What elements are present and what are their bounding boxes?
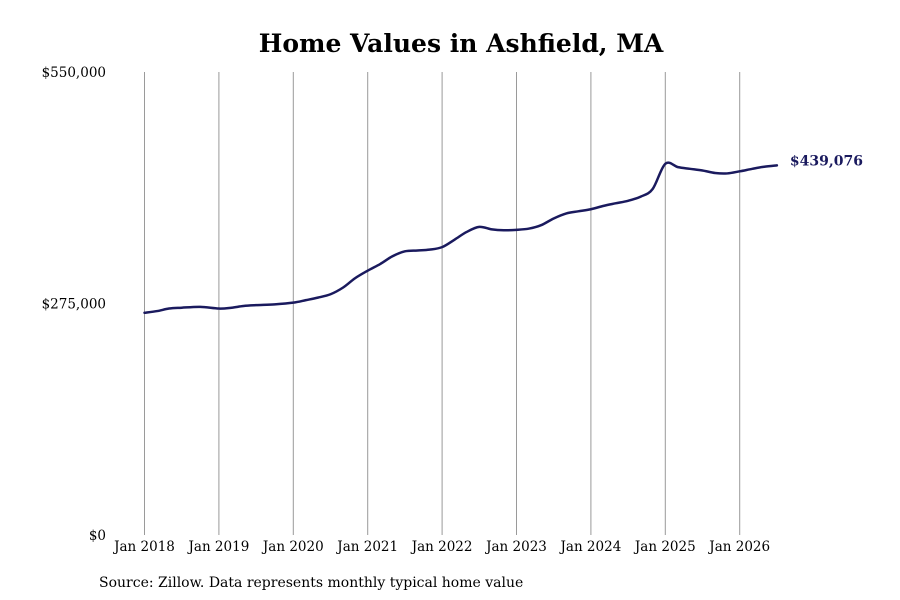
source-note: Source: Zillow. Data represents monthly … xyxy=(99,575,523,591)
y-tick-label: $275,000 xyxy=(42,297,106,313)
x-tick-label: Jan 2022 xyxy=(410,539,473,555)
x-tick-label: Jan 2020 xyxy=(261,539,324,555)
gridlines xyxy=(144,72,741,535)
x-tick-label: Jan 2024 xyxy=(558,539,621,555)
x-tick-label: Jan 2021 xyxy=(335,539,398,555)
x-tick-label: Jan 2019 xyxy=(186,539,249,555)
x-tick-label: Jan 2023 xyxy=(484,539,547,555)
y-axis-tick-labels: $0 $275,000 $550,000 xyxy=(42,65,106,544)
series-line xyxy=(143,161,779,315)
y-tick-label: $550,000 xyxy=(42,65,106,81)
x-axis-tick-labels: Jan 2018 Jan 2019 Jan 2020 Jan 2021 Jan 2022… xyxy=(112,539,770,555)
x-tick-label: Jan 2025 xyxy=(633,539,696,555)
end-value-label: $439,076 xyxy=(790,153,863,169)
x-tick-label: Jan 2026 xyxy=(707,539,770,555)
y-tick-label: $0 xyxy=(89,528,106,544)
x-tick-label: Jan 2018 xyxy=(112,539,175,555)
chart-title: Home Values in Ashfield, MA xyxy=(259,29,664,58)
